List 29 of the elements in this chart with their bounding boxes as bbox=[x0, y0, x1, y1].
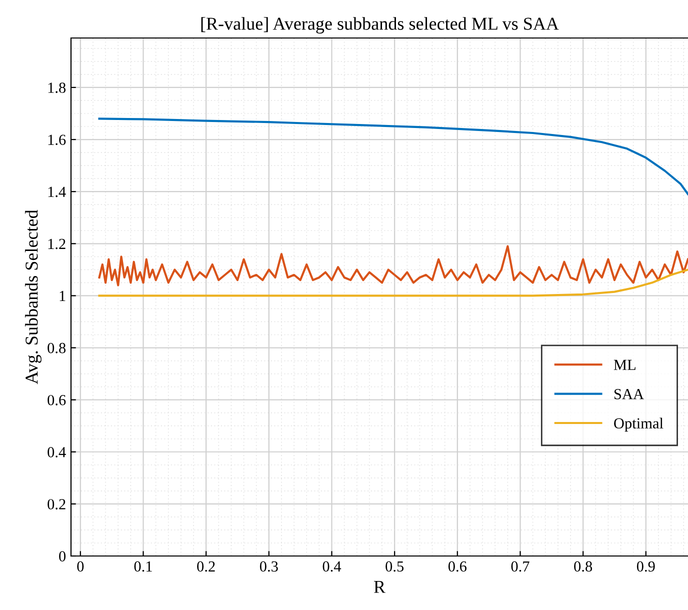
x-tick-label: 0.5 bbox=[386, 561, 404, 572]
line-series bbox=[98, 245, 688, 286]
chart-title: [R-value] Average subbands selected ML vs SAA bbox=[201, 17, 559, 34]
legend-label: Optimal bbox=[614, 418, 664, 432]
line-series bbox=[98, 268, 688, 297]
y-tick-label: 1 bbox=[60, 290, 66, 301]
legend-label: SAA bbox=[614, 389, 644, 400]
x-tick-label: 0.6 bbox=[448, 561, 467, 572]
y-tick-label: 1.2 bbox=[48, 238, 66, 250]
y-tick-label: 1.8 bbox=[48, 82, 66, 93]
y-tick-label: 0.8 bbox=[48, 342, 66, 354]
legend-label: ML bbox=[614, 360, 636, 370]
y-tick-label: 0.2 bbox=[48, 499, 66, 510]
x-tick-label: 0.4 bbox=[322, 561, 342, 572]
x-tick-label: 0.8 bbox=[574, 561, 592, 572]
x-tick-label: 0 bbox=[77, 561, 84, 572]
x-tick-label: 0.2 bbox=[197, 561, 215, 572]
x-tick-label: 0.7 bbox=[511, 561, 530, 572]
y-tick-label: 0.6 bbox=[48, 394, 66, 406]
y-tick-label: 1.4 bbox=[48, 186, 66, 198]
line-series bbox=[98, 118, 688, 196]
x-tick-label: 0.1 bbox=[134, 561, 152, 572]
x-tick-label: 0.3 bbox=[260, 561, 278, 572]
x-axis-title: R bbox=[374, 580, 386, 593]
y-tick-label: 0 bbox=[59, 551, 66, 562]
x-tick-label: 0.9 bbox=[636, 561, 655, 572]
y-tick-label: 1.6 bbox=[48, 134, 66, 146]
y-axis-title: Avg. Subbands Selected bbox=[25, 210, 42, 384]
y-tick-label: 0.4 bbox=[48, 447, 66, 458]
